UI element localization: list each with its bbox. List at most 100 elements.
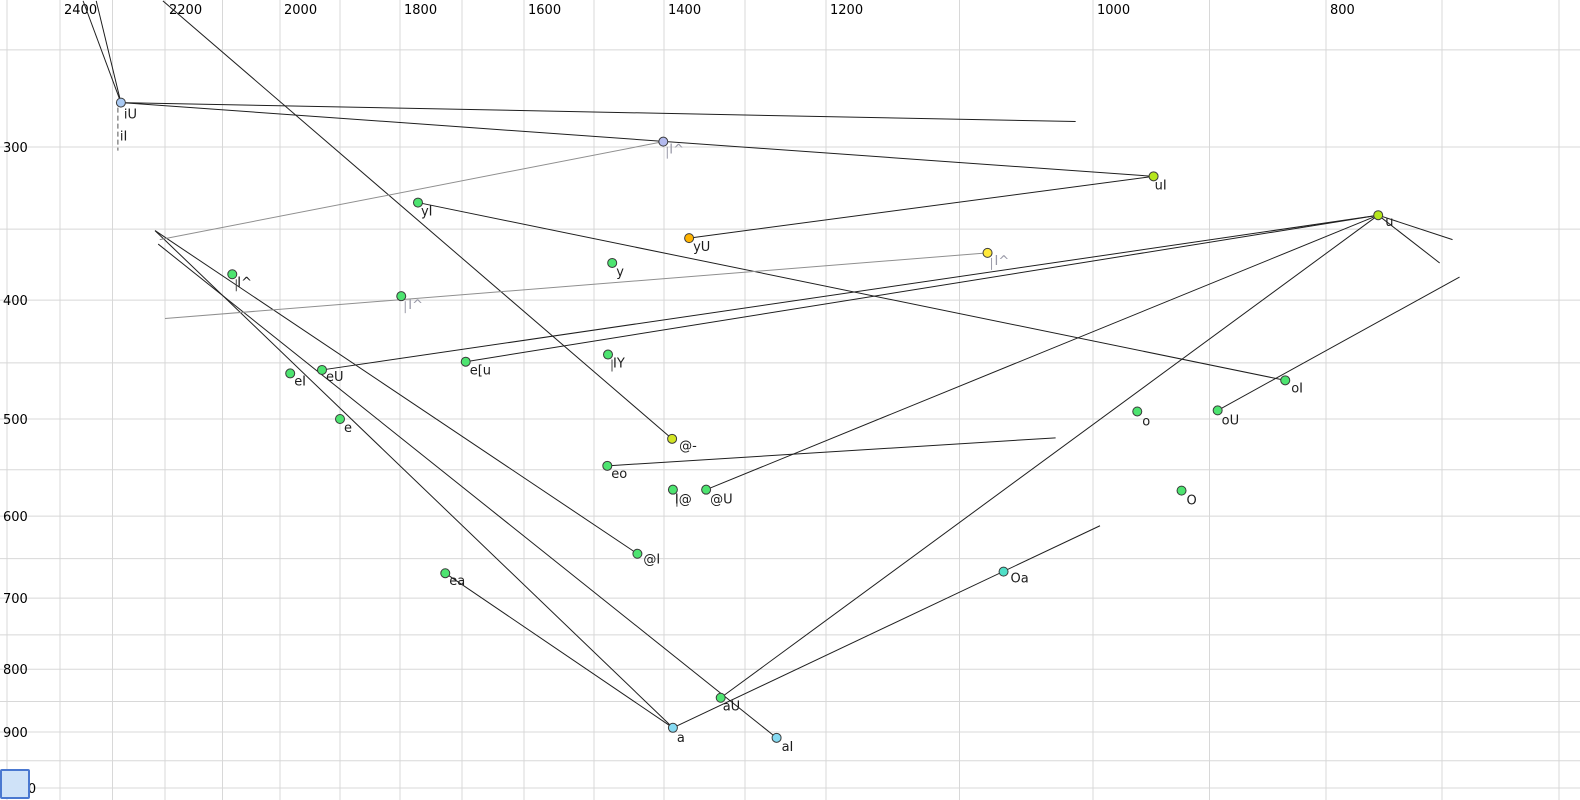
data-point-ai[interactable] xyxy=(771,732,782,743)
trajectory-line xyxy=(120,102,1076,123)
trajectory-line xyxy=(1377,214,1440,264)
point-label: I@ xyxy=(675,493,692,508)
data-point-e[interactable] xyxy=(335,413,345,424)
y-axis-tick-label: 500 xyxy=(3,413,28,428)
point-label: @U xyxy=(710,493,733,508)
data-point-oi[interactable] xyxy=(1280,375,1291,386)
trajectory-line xyxy=(465,214,1379,363)
data-point-[interactable] xyxy=(667,433,678,444)
trajectory-line xyxy=(154,230,674,729)
point-label: uI xyxy=(1155,178,1167,193)
point-label: IY xyxy=(613,357,625,372)
x-axis-tick-label: 2200 xyxy=(169,3,202,18)
data-point-i[interactable] xyxy=(658,136,669,147)
trajectory-line xyxy=(705,214,1379,491)
trajectory-line xyxy=(162,0,673,440)
trajectory-line xyxy=(672,525,1101,729)
trajectory-line xyxy=(95,0,122,103)
trajectory-line xyxy=(1378,214,1453,241)
data-point-o[interactable] xyxy=(1176,485,1187,496)
x-axis-tick-label: 1600 xyxy=(528,3,561,18)
point-label: O xyxy=(1187,494,1197,509)
point-label: eI xyxy=(294,374,306,389)
point-label: oU xyxy=(1222,413,1239,428)
data-point-iu[interactable] xyxy=(115,97,126,108)
data-point-i[interactable] xyxy=(667,484,678,495)
point-label: o xyxy=(1142,414,1150,429)
trajectory-line xyxy=(321,214,1379,371)
x-axis-tick-label: 2000 xyxy=(284,3,317,18)
point-label: I^ xyxy=(408,298,423,313)
y-axis-tick-label: 800 xyxy=(3,663,28,678)
point-label: yU xyxy=(693,240,710,255)
point-label: u xyxy=(1385,215,1393,230)
point-label: iU xyxy=(124,108,137,123)
y-axis-tick-label: 700 xyxy=(3,592,28,607)
data-point-oa[interactable] xyxy=(998,566,1009,577)
data-point-eo[interactable] xyxy=(602,460,613,471)
point-label: a xyxy=(677,731,685,746)
data-point-i[interactable] xyxy=(227,269,238,280)
trajectory-line xyxy=(720,214,1379,699)
trajectory-line xyxy=(120,102,1154,177)
data-point-yi[interactable] xyxy=(412,197,423,208)
trajectory-line xyxy=(417,202,1286,381)
x-axis-tick-label: 1800 xyxy=(404,3,437,18)
data-point-ou[interactable] xyxy=(1212,405,1223,416)
trajectory-line xyxy=(159,141,664,241)
trajectory-line xyxy=(1217,276,1460,411)
data-point-yu[interactable] xyxy=(684,233,695,244)
y-axis-tick-label: 900 xyxy=(3,726,28,741)
trajectory-line xyxy=(82,0,122,103)
point-label: ea xyxy=(449,574,465,589)
point-label: aU xyxy=(723,700,740,715)
data-point-ea[interactable] xyxy=(440,568,451,579)
trajectory-line xyxy=(607,437,1056,467)
point-label: eo xyxy=(611,467,627,482)
point-label: eU xyxy=(326,370,344,385)
point-label: e xyxy=(344,421,352,436)
corner-selection-box[interactable] xyxy=(0,769,30,799)
trajectory-line xyxy=(689,175,1154,239)
point-label: yI xyxy=(421,205,433,220)
point-label: e[u xyxy=(470,364,491,379)
x-axis-tick-label: 2400 xyxy=(64,3,97,18)
point-label: I^ xyxy=(995,254,1010,269)
data-point-i[interactable] xyxy=(632,548,643,559)
point-label: I^ xyxy=(237,275,252,290)
x-axis-tick-label: 800 xyxy=(1330,3,1355,18)
point-label: Oa xyxy=(1011,572,1029,587)
x-axis-tick-label: 1200 xyxy=(830,3,863,18)
point-label: iI xyxy=(120,130,127,145)
data-point-u[interactable] xyxy=(701,484,712,495)
trajectory-line xyxy=(154,230,638,555)
data-point-a[interactable] xyxy=(667,722,678,733)
data-point-ui[interactable] xyxy=(1148,171,1159,182)
data-point-o[interactable] xyxy=(1132,406,1143,417)
point-label: @I xyxy=(643,553,660,568)
y-axis-tick-label: 300 xyxy=(3,141,28,156)
trajectory-line xyxy=(164,252,988,319)
point-label: oI xyxy=(1291,381,1303,396)
data-point-eu[interactable] xyxy=(460,356,471,367)
data-point-iy[interactable] xyxy=(603,349,613,360)
x-axis-tick-label: 1400 xyxy=(668,3,701,18)
data-point-i[interactable] xyxy=(982,247,993,258)
data-point-ei[interactable] xyxy=(285,368,296,379)
x-axis-tick-label: 1000 xyxy=(1097,3,1130,18)
y-axis-tick-label: 400 xyxy=(3,294,28,309)
point-label: I^ xyxy=(669,143,684,158)
data-point-u[interactable] xyxy=(1373,210,1384,221)
trajectory-line xyxy=(157,243,777,739)
trajectory-line xyxy=(444,572,674,729)
point-label: y xyxy=(616,265,624,280)
data-point-i[interactable] xyxy=(396,291,407,302)
y-axis-tick-label: 600 xyxy=(3,510,28,525)
point-label: aI xyxy=(782,740,794,755)
data-point-au[interactable] xyxy=(715,692,726,703)
data-point-y[interactable] xyxy=(607,257,618,268)
data-point-eu[interactable] xyxy=(317,364,327,375)
point-label: @- xyxy=(679,439,697,454)
